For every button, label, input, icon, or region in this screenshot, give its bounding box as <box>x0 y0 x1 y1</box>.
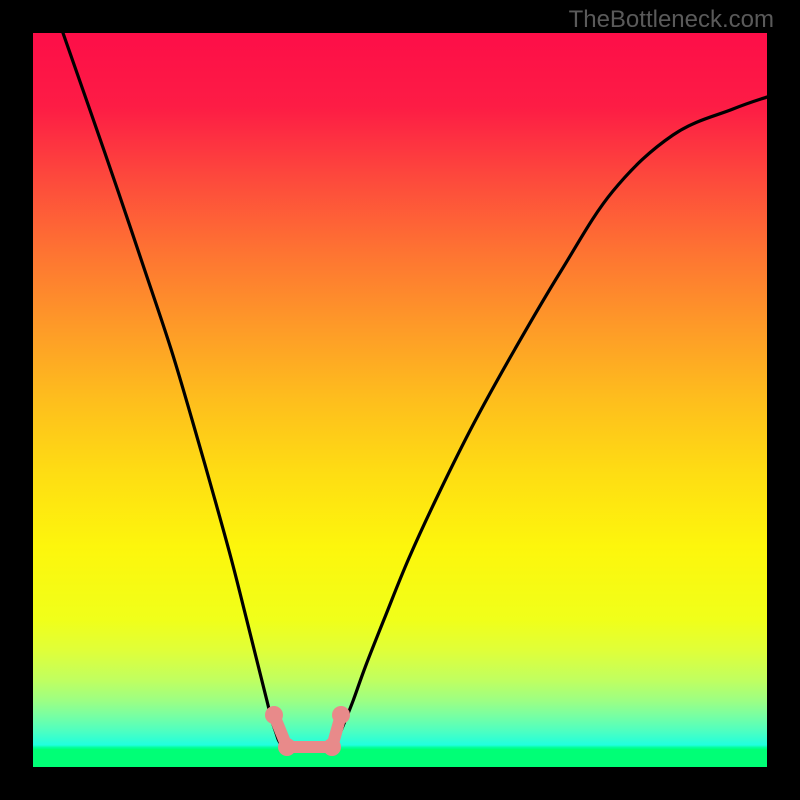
gradient-background <box>33 33 767 767</box>
chart-plot-area <box>33 33 767 767</box>
green-band <box>33 749 767 767</box>
bottom-endpoint-2 <box>323 738 341 756</box>
bottom-endpoint-3 <box>332 706 350 724</box>
bottleneck-chart-svg <box>33 33 767 767</box>
watermark-text: TheBottleneck.com <box>569 6 774 34</box>
bottom-endpoint-0 <box>265 706 283 724</box>
bottom-endpoint-1 <box>278 738 296 756</box>
